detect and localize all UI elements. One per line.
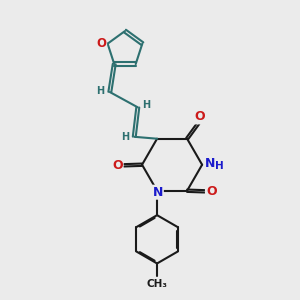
Text: O: O: [96, 37, 106, 50]
Text: H: H: [122, 132, 130, 142]
Text: O: O: [112, 159, 123, 172]
Text: H: H: [142, 100, 151, 110]
Text: N: N: [152, 186, 163, 199]
Text: H: H: [215, 161, 224, 171]
Text: CH₃: CH₃: [147, 279, 168, 290]
Text: O: O: [194, 110, 205, 123]
Text: N: N: [205, 157, 215, 170]
Text: H: H: [96, 85, 104, 96]
Text: O: O: [206, 185, 217, 198]
